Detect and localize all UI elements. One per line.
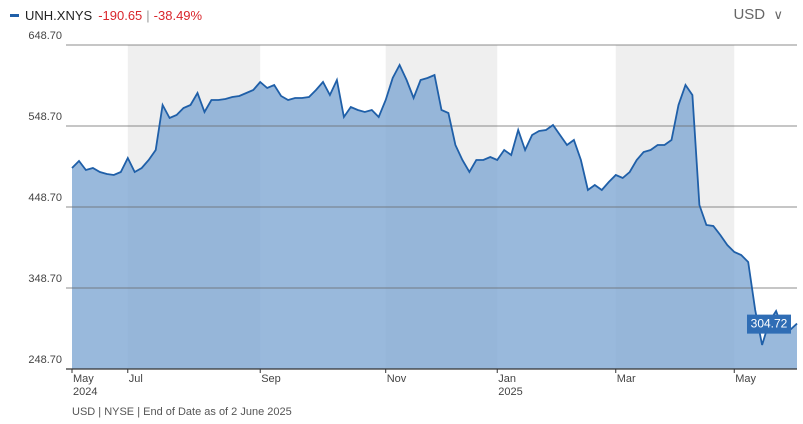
x-tick-label: May	[735, 373, 756, 385]
y-tick-label: 348.70	[28, 273, 62, 285]
price-line	[71, 62, 798, 346]
y-tick-label: 248.70	[28, 354, 62, 366]
x-tick-label: Mar	[617, 373, 636, 385]
year-label: 2025	[498, 386, 522, 398]
chevron[interactable]: ∨	[773, 7, 783, 22]
header: UNH.XNYS -190.65 | -38.49%	[10, 8, 202, 23]
last-value-box	[747, 314, 791, 334]
area	[72, 65, 797, 369]
year-label: 2024	[73, 386, 97, 398]
separator: |	[146, 8, 150, 23]
price-change-pct: -38.49%	[153, 8, 203, 23]
x-tick-label: Nov	[387, 373, 407, 385]
legend-label: UNH.XNYS	[25, 8, 93, 23]
x-tick-label: Sep	[261, 373, 281, 385]
y-tick-label: 548.70	[28, 111, 62, 123]
x-tick-label: May	[73, 373, 94, 385]
last-value-label: 304.72	[751, 317, 788, 331]
y-tick-label: 648.70	[28, 30, 62, 42]
legend-swatch	[10, 14, 19, 17]
currency[interactable]: USD	[733, 6, 766, 23]
x-tick-label: Jan	[498, 373, 516, 385]
x-tick-label: Jul	[129, 373, 143, 385]
footnote: USD | NYSE | End of Date as of 2 June 20…	[72, 406, 292, 418]
currency-selector[interactable]: USD ∨	[733, 6, 783, 23]
y-tick-label: 448.70	[28, 192, 62, 204]
chart: 248.70348.70448.70548.70648.70May2024Jul…	[28, 30, 798, 398]
price-change: -190.65	[98, 8, 143, 23]
